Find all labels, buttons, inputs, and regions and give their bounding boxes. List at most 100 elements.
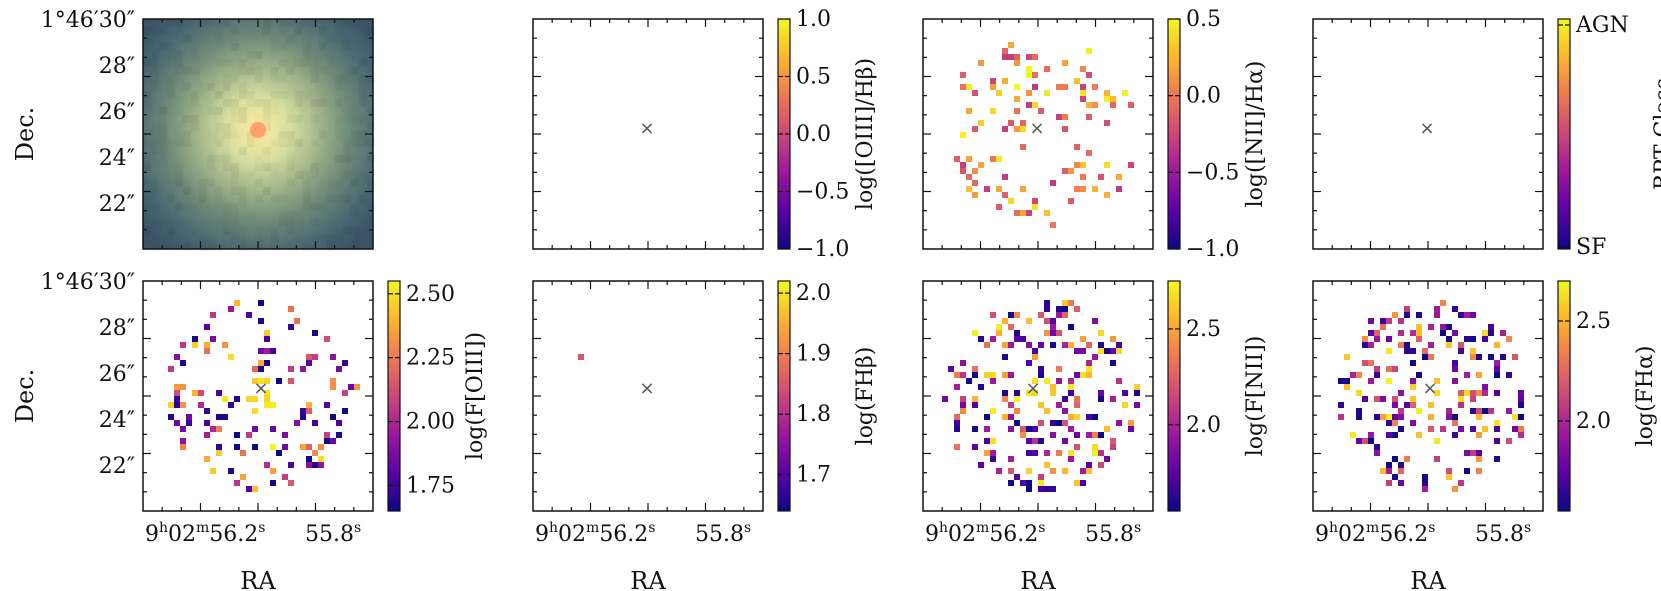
image-pixel <box>223 147 231 155</box>
colorbar <box>1167 18 1181 250</box>
heatmap-pixel <box>954 414 960 420</box>
image-pixel <box>343 19 351 27</box>
image-pixel <box>143 139 151 147</box>
image-pixel <box>183 179 191 187</box>
heatmap-pixel <box>1014 54 1020 60</box>
heatmap-pixel <box>1014 336 1020 342</box>
image-pixel <box>239 203 247 211</box>
heatmap-pixel <box>1428 342 1434 348</box>
heatmap-pixel <box>954 384 960 390</box>
image-pixel <box>335 35 343 43</box>
heatmap-pixel <box>1458 396 1464 402</box>
heatmap-pixel <box>246 432 252 438</box>
image-pixel <box>191 67 199 75</box>
heatmap-pixel <box>960 408 966 414</box>
heatmap-pixel <box>960 72 966 78</box>
image-pixel <box>279 211 287 219</box>
heatmap-pixel <box>1038 312 1044 318</box>
heatmap-pixel <box>1092 186 1098 192</box>
heatmap-pixel <box>180 426 186 432</box>
image-pixel <box>247 27 255 35</box>
image-pixel <box>335 83 343 91</box>
heatmap-pixel <box>1002 54 1008 60</box>
heatmap-pixel <box>1104 96 1110 102</box>
heatmap-pixel <box>966 84 972 90</box>
heatmap-pixel <box>318 444 324 450</box>
image-pixel <box>367 75 375 83</box>
heatmap-pixel <box>1362 342 1368 348</box>
image-pixel <box>343 107 351 115</box>
image-pixel <box>215 187 223 195</box>
heatmap-pixel <box>1458 312 1464 318</box>
image-pixel <box>255 235 263 243</box>
heatmap-pixel <box>330 438 336 444</box>
heatmap-pixel <box>1494 438 1500 444</box>
heatmap-pixel <box>1068 324 1074 330</box>
heatmap-pixel <box>960 162 966 168</box>
colorbar <box>777 280 791 512</box>
heatmap-pixel <box>1104 192 1110 198</box>
heatmap-pixel <box>300 414 306 420</box>
colorbar-tick-label: 2.50 <box>406 282 455 307</box>
heatmap-pixel <box>1446 408 1452 414</box>
heatmap-pixel <box>1026 72 1032 78</box>
heatmap-pixel <box>1050 330 1056 336</box>
panel-rgb <box>143 19 375 251</box>
heatmap-pixel <box>1080 162 1086 168</box>
image-pixel <box>295 211 303 219</box>
heatmap-pixel <box>1428 426 1434 432</box>
image-pixel <box>295 139 303 147</box>
heatmap-pixel <box>1056 306 1062 312</box>
image-pixel <box>167 187 175 195</box>
image-pixel <box>319 163 327 171</box>
image-pixel <box>255 179 263 187</box>
heatmap-pixel <box>1116 420 1122 426</box>
image-pixel <box>167 179 175 187</box>
heatmap-pixel <box>984 342 990 348</box>
heatmap-pixel <box>174 420 180 426</box>
heatmap-pixel <box>1386 318 1392 324</box>
heatmap-pixel <box>1392 420 1398 426</box>
image-pixel <box>167 59 175 67</box>
image-pixel <box>287 139 295 147</box>
heatmap-pixel <box>252 366 258 372</box>
image-pixel <box>303 171 311 179</box>
colorbar-label: log(FHα) <box>1633 346 1658 447</box>
heatmap-pixel <box>1398 330 1404 336</box>
heatmap-pixel <box>1374 372 1380 378</box>
heatmap-pixel <box>330 378 336 384</box>
heatmap-pixel <box>1500 330 1506 336</box>
image-pixel <box>207 147 215 155</box>
heatmap-pixel <box>1014 396 1020 402</box>
image-pixel <box>151 27 159 35</box>
heatmap-pixel <box>1002 342 1008 348</box>
heatmap-pixel <box>222 396 228 402</box>
heatmap-pixel <box>1002 390 1008 396</box>
colorbar-label: log([NII]/Hα) <box>1243 61 1268 208</box>
image-pixel <box>175 179 183 187</box>
heatmap-pixel <box>1086 342 1092 348</box>
colorbar <box>1557 280 1571 512</box>
heatmap-pixel <box>1080 186 1086 192</box>
heatmap-pixel <box>294 318 300 324</box>
image-pixel <box>175 131 183 139</box>
heatmap-pixel <box>1494 456 1500 462</box>
image-pixel <box>351 139 359 147</box>
heatmap-pixel <box>978 120 984 126</box>
heatmap-pixel <box>1062 168 1068 174</box>
heatmap-pixel <box>216 426 222 432</box>
image-pixel <box>271 139 279 147</box>
heatmap-pixel <box>1020 336 1026 342</box>
image-pixel <box>343 139 351 147</box>
heatmap-pixel <box>288 366 294 372</box>
heatmap-pixel <box>1092 318 1098 324</box>
image-pixel <box>303 19 311 27</box>
heatmap-pixel <box>1110 438 1116 444</box>
heatmap-pixel <box>1494 366 1500 372</box>
heatmap-pixels <box>954 42 1134 228</box>
heatmap-pixel <box>1020 480 1026 486</box>
image-pixel <box>311 51 319 59</box>
image-pixel <box>311 155 319 163</box>
heatmap-pixel <box>1074 396 1080 402</box>
heatmap-pixel <box>1056 84 1062 90</box>
